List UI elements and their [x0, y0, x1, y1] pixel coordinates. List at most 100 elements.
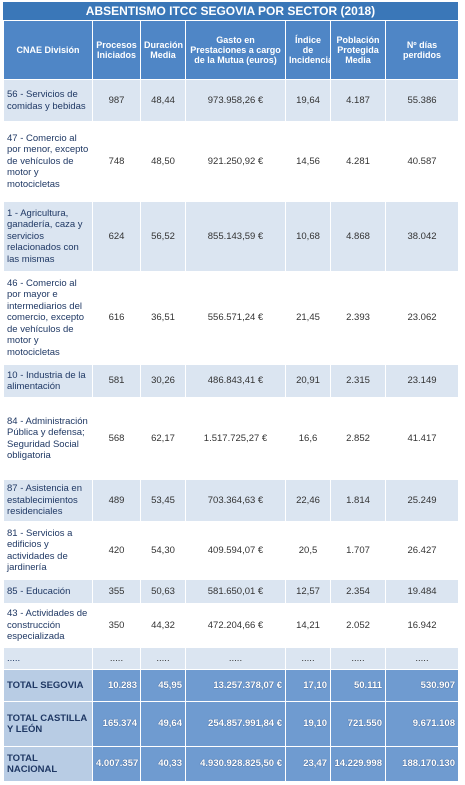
value-cell: 40.587	[385, 121, 459, 202]
value-cell: 38.042	[385, 201, 459, 272]
column-header: Gasto en Prestaciones a cargo de la Mutu…	[185, 20, 286, 80]
total-value: 9.671.108	[385, 701, 459, 747]
value-cell: 703.364,63 €	[185, 479, 286, 522]
sector-cell: 10 - Industria de la alimentación	[3, 364, 93, 398]
value-cell: .....	[92, 647, 141, 670]
column-header: CNAE División	[3, 20, 93, 80]
value-cell: 616	[92, 271, 141, 365]
value-cell: 486.843,41 €	[185, 364, 286, 398]
total-value: 4.930.928.825,50 €	[185, 746, 286, 782]
value-cell: 2.852	[330, 397, 386, 480]
value-cell: 2.315	[330, 364, 386, 398]
sector-cell: 46 - Comercio al por mayor e intermediar…	[3, 271, 93, 365]
table-row: 43 - Actividades de construcción especia…	[3, 603, 459, 648]
total-value: 14.229.998	[330, 746, 386, 782]
total-value: 23,47	[285, 746, 331, 782]
sector-cell: 43 - Actividades de construcción especia…	[3, 603, 93, 648]
value-cell: 855.143,59 €	[185, 201, 286, 272]
value-cell: 409.594,07 €	[185, 521, 286, 580]
total-row: TOTAL NACIONAL 4.007.357 40,33 4.930.928.82…	[3, 746, 459, 782]
value-cell: 2.052	[330, 603, 386, 648]
value-cell: 14,56	[285, 121, 331, 202]
sector-cell: 56 - Servicios de comidas y bebidas	[3, 79, 93, 122]
value-cell: 44,32	[140, 603, 186, 648]
value-cell: 355	[92, 579, 141, 604]
value-cell: .....	[285, 647, 331, 670]
sector-cell: 81 - Servicios a edificios y actividades…	[3, 521, 93, 580]
total-value: 10.283	[92, 669, 141, 702]
value-cell: 987	[92, 79, 141, 122]
value-cell: 26.427	[385, 521, 459, 580]
total-value: 188.170.130	[385, 746, 459, 782]
total-label: TOTAL SEGOVIA	[3, 669, 93, 702]
header-row: CNAE División Procesos Iniciados Duración …	[3, 20, 459, 80]
value-cell: 50,63	[140, 579, 186, 604]
value-cell: 420	[92, 521, 141, 580]
table-row: 85 - Educación 355 50,63 581.650,01 €12,57 2…	[3, 579, 459, 604]
value-cell: 581.650,01 €	[185, 579, 286, 604]
table-row: 84 - Administración Pública y defensa; S…	[3, 397, 459, 480]
value-cell: 10,68	[285, 201, 331, 272]
value-cell: 54,30	[140, 521, 186, 580]
table-title: ABSENTISMO ITCC SEGOVIA POR SECTOR (2018…	[3, 2, 458, 20]
report: ABSENTISMO ITCC SEGOVIA POR SECTOR (2018…	[3, 2, 459, 782]
value-cell: 14,21	[285, 603, 331, 648]
value-cell: 62,17	[140, 397, 186, 480]
column-header: Procesos Iniciados	[92, 20, 141, 80]
table-row: 87 - Asistencia en establecimientos resi…	[3, 479, 459, 522]
value-cell: 4.187	[330, 79, 386, 122]
total-value: 13.257.378,07 €	[185, 669, 286, 702]
value-cell: 624	[92, 201, 141, 272]
column-header: Duración Media	[140, 20, 186, 80]
sector-cell: 84 - Administración Pública y defensa; S…	[3, 397, 93, 480]
table-row: 81 - Servicios a edificios y actividades…	[3, 521, 459, 580]
value-cell: 581	[92, 364, 141, 398]
value-cell: 2.393	[330, 271, 386, 365]
value-cell: 21,45	[285, 271, 331, 365]
value-cell: 1.814	[330, 479, 386, 522]
value-cell: 22,46	[285, 479, 331, 522]
value-cell: 16,6	[285, 397, 331, 480]
value-cell: 973.958,26 €	[185, 79, 286, 122]
column-header: Nº días perdidos	[385, 20, 459, 80]
value-cell: 48,50	[140, 121, 186, 202]
value-cell: .....	[385, 647, 459, 670]
sector-cell: 1 - Agricultura, ganadería, caza y servi…	[3, 201, 93, 272]
value-cell: 55.386	[385, 79, 459, 122]
value-cell: 16.942	[385, 603, 459, 648]
column-header: Población Protegida Media	[330, 20, 386, 80]
sector-table: CNAE División Procesos Iniciados Duración …	[3, 20, 459, 782]
column-header: Índice de Incidencia	[285, 20, 331, 80]
value-cell: 41.417	[385, 397, 459, 480]
total-value: 49,64	[140, 701, 186, 747]
total-value: 17,10	[285, 669, 331, 702]
value-cell: 556.571,24 €	[185, 271, 286, 365]
sector-cell: 47 - Comercio al por menor, excepto de v…	[3, 121, 93, 202]
value-cell: 30,26	[140, 364, 186, 398]
value-cell: 921.250,92 €	[185, 121, 286, 202]
value-cell: 48,44	[140, 79, 186, 122]
total-value: 50.111	[330, 669, 386, 702]
total-value: 530.907	[385, 669, 459, 702]
total-label: TOTAL CASTILLA Y LEÓN	[3, 701, 93, 747]
value-cell: 4.868	[330, 201, 386, 272]
value-cell: 1.707	[330, 521, 386, 580]
value-cell: 25.249	[385, 479, 459, 522]
value-cell: .....	[185, 647, 286, 670]
table-row: 1 - Agricultura, ganadería, caza y servi…	[3, 201, 459, 272]
value-cell: 2.354	[330, 579, 386, 604]
value-cell: 1.517.725,27 €	[185, 397, 286, 480]
value-cell: 23.149	[385, 364, 459, 398]
table-row: 47 - Comercio al por menor, excepto de v…	[3, 121, 459, 202]
sector-cell: 85 - Educación	[3, 579, 93, 604]
value-cell: 4.281	[330, 121, 386, 202]
value-cell: 23.062	[385, 271, 459, 365]
value-cell: 36,51	[140, 271, 186, 365]
value-cell: 489	[92, 479, 141, 522]
total-label: TOTAL NACIONAL	[3, 746, 93, 782]
total-value: 721.550	[330, 701, 386, 747]
total-value: 254.857.991,84 €	[185, 701, 286, 747]
value-cell: 19.484	[385, 579, 459, 604]
value-cell: 12,57	[285, 579, 331, 604]
